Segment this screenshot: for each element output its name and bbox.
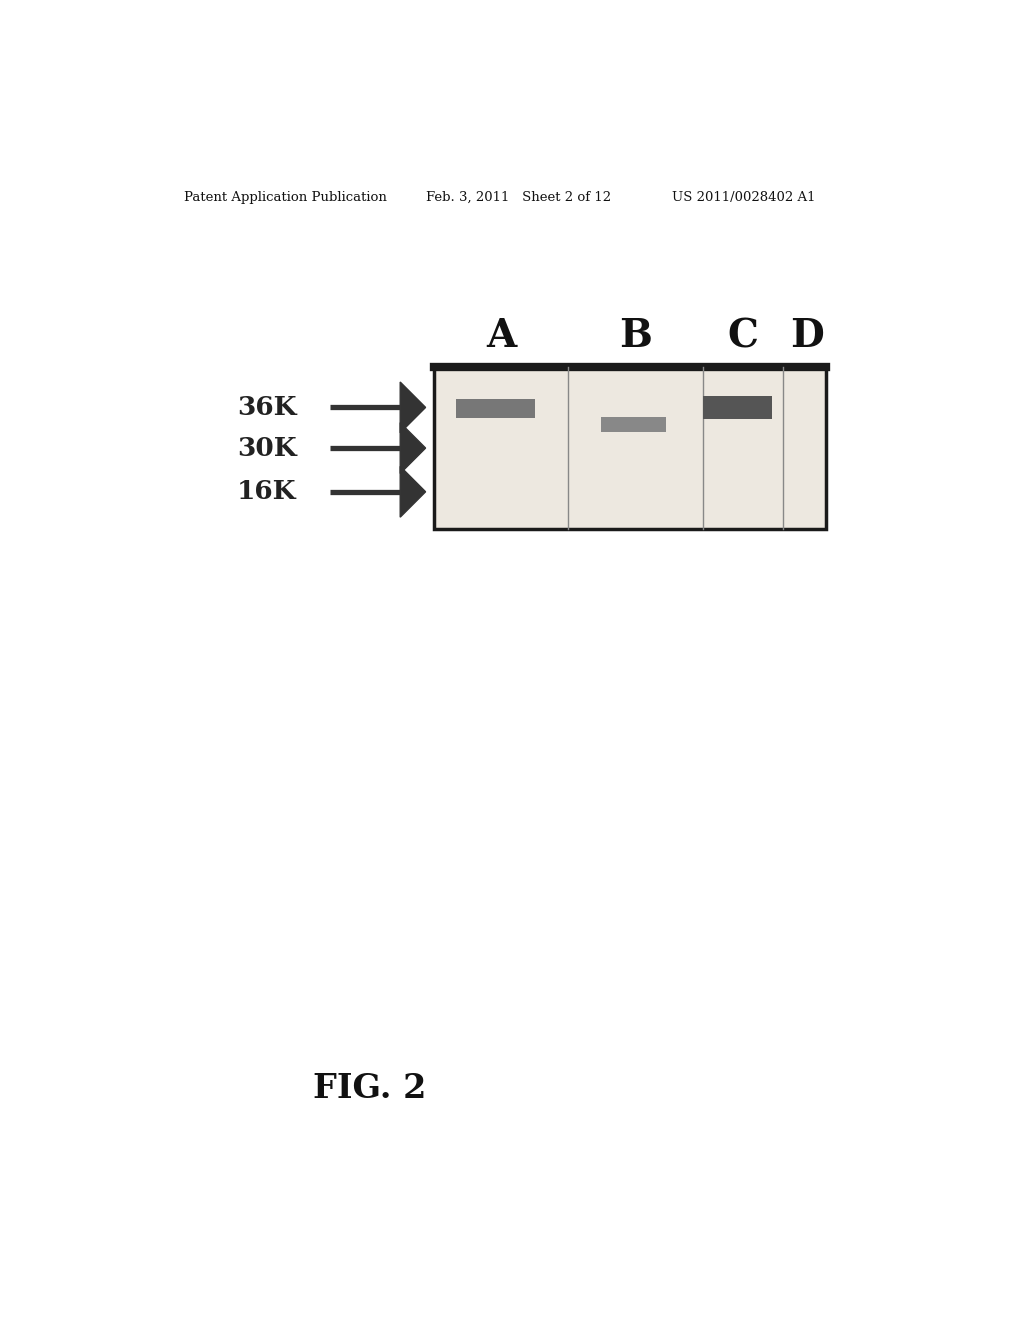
Text: 16K: 16K <box>238 479 297 504</box>
Text: FIG. 2: FIG. 2 <box>313 1072 427 1105</box>
Bar <box>601 417 666 433</box>
Text: C: C <box>727 317 759 355</box>
Bar <box>456 399 536 417</box>
Text: D: D <box>790 317 823 355</box>
Text: US 2011/0028402 A1: US 2011/0028402 A1 <box>672 190 815 203</box>
Text: Feb. 3, 2011   Sheet 2 of 12: Feb. 3, 2011 Sheet 2 of 12 <box>426 190 610 203</box>
Text: 30K: 30K <box>237 436 297 461</box>
Polygon shape <box>400 381 426 433</box>
Bar <box>433 367 826 529</box>
Text: 36K: 36K <box>238 395 297 420</box>
Text: A: A <box>485 317 516 355</box>
Text: B: B <box>620 317 652 355</box>
Polygon shape <box>400 422 426 474</box>
Polygon shape <box>400 466 426 517</box>
Bar <box>702 396 772 418</box>
Text: Patent Application Publication: Patent Application Publication <box>183 190 386 203</box>
